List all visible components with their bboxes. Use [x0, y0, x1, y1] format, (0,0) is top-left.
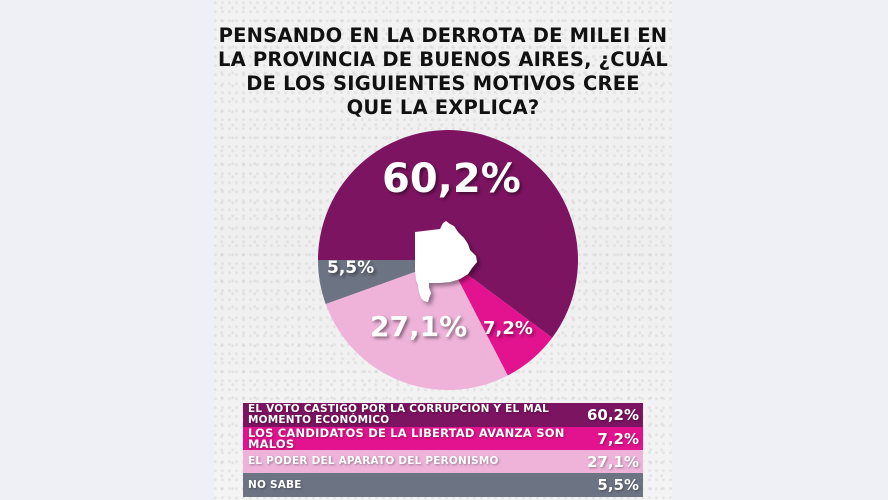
legend-label: LOS CANDIDATOS DE LA LIBERTAD AVANZA SON…	[248, 425, 565, 451]
title-line: LA PROVINCIA DE BUENOS AIRES, ¿CUÁL	[217, 48, 669, 71]
legend-row-castigo: EL VOTO CASTIGO POR LA CORRUPCIÓN Y EL M…	[243, 403, 643, 427]
title-line: QUE LA EXPLICA?	[346, 96, 540, 119]
slice-label-no-sabe: 5,5%	[327, 258, 375, 278]
legend-label: EL PODER DEL APARATO DEL PERONISMO	[248, 455, 499, 467]
slice-label-castigo: 60,2%	[382, 156, 521, 202]
legend-row-no-sabe: NO SABE 5,5%	[243, 473, 643, 497]
chart-title: PENSANDO EN LA DERROTA DE MILEI EN LA PR…	[214, 24, 672, 120]
infographic-panel: PENSANDO EN LA DERROTA DE MILEI EN LA PR…	[214, 0, 672, 500]
slice-label-peronismo: 27,1%	[370, 310, 468, 343]
pie-chart-svg	[318, 129, 578, 391]
slice-candidatos	[448, 260, 553, 376]
legend-value: 27,1%	[586, 452, 639, 471]
legend-label: NO SABE	[248, 478, 302, 491]
legend-label: EL VOTO CASTIGO POR LA CORRUPCIÓN Y EL M…	[248, 403, 550, 426]
legend-value: 60,2%	[586, 406, 639, 424]
legend-value: 7,2%	[597, 429, 639, 448]
legend-value: 5,5%	[597, 476, 639, 494]
title-line: PENSANDO EN LA DERROTA DE MILEI EN	[218, 24, 668, 47]
pie-chart: 60,2% 7,2% 27,1% 5,5%	[214, 0, 672, 400]
legend-row-peronismo: EL PODER DEL APARATO DEL PERONISMO 27,1%	[243, 450, 643, 473]
slice-label-candidatos: 7,2%	[483, 318, 533, 339]
province-map-icon	[415, 221, 477, 302]
title-line: DE LOS SIGUIENTES MOTIVOS CREE	[246, 72, 640, 95]
legend-row-candidatos: LOS CANDIDATOS DE LA LIBERTAD AVANZA SON…	[243, 427, 643, 450]
slice-peronismo	[325, 260, 508, 391]
legend-table: EL VOTO CASTIGO POR LA CORRUPCIÓN Y EL M…	[243, 403, 643, 497]
